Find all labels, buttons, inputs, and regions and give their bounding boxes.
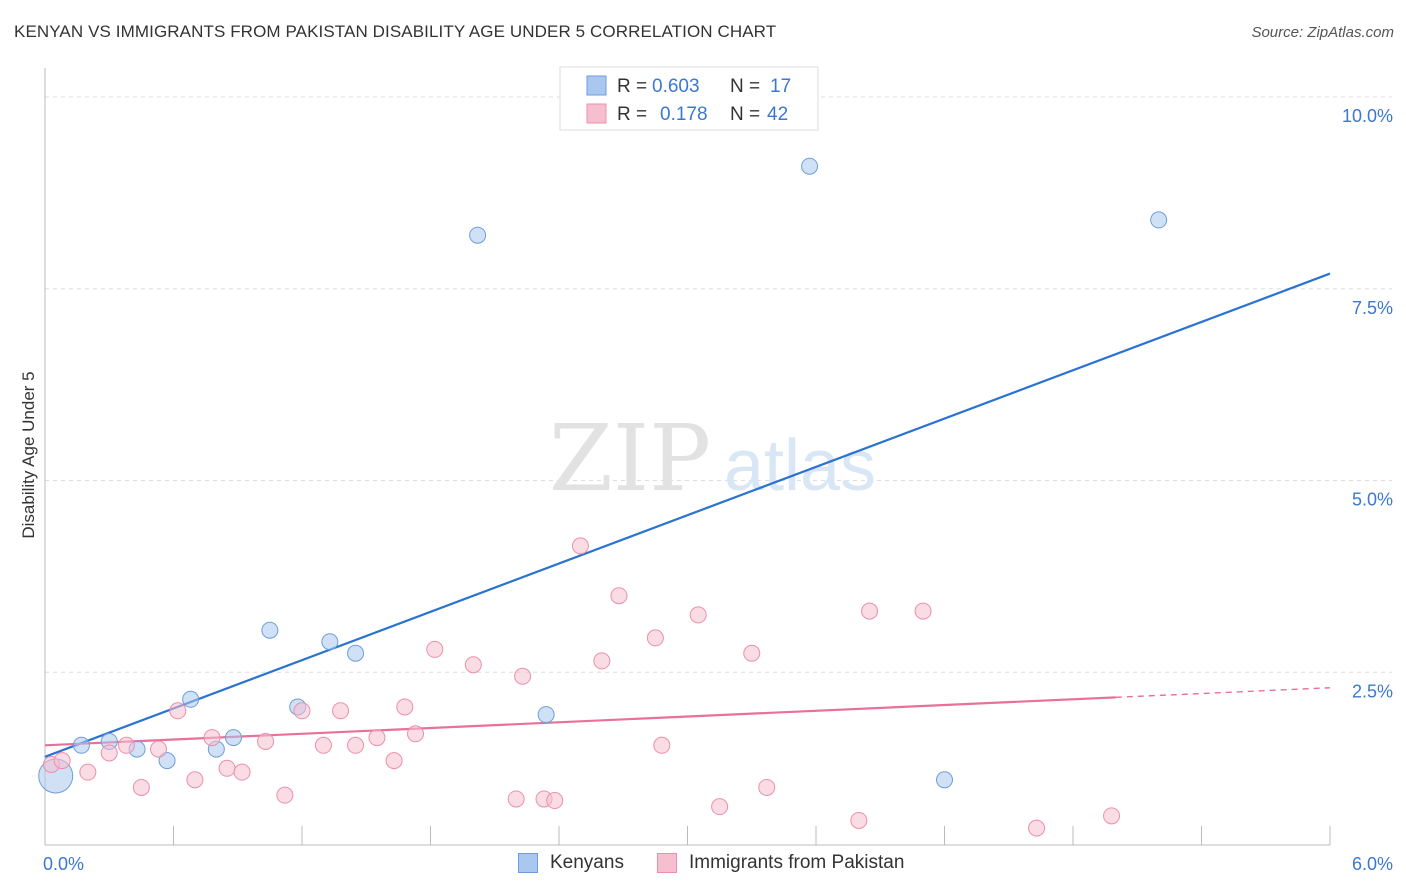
data-point: [514, 667, 532, 685]
trend-line-extension: [1115, 687, 1331, 699]
data-point: [593, 652, 611, 670]
y-tick-label: 10.0%: [1342, 106, 1393, 126]
data-point: [182, 690, 200, 708]
legend-top: R = 0.603 N = 17 R = 0.178 N = 42: [559, 66, 819, 131]
data-point: [79, 763, 97, 781]
data-point: [936, 771, 953, 789]
legend-r-label: R =: [617, 104, 647, 125]
data-point: [1150, 211, 1168, 229]
data-point: [218, 759, 236, 777]
x-tick-label: 6.0%: [1352, 854, 1393, 874]
y-tick-label: 7.5%: [1352, 298, 1393, 318]
data-point: [314, 736, 332, 754]
data-point: [850, 811, 868, 829]
data-point: [711, 798, 729, 816]
grid-lines: [45, 96, 1392, 673]
data-point: [610, 587, 628, 605]
watermark: ZIP atlas: [549, 405, 876, 512]
data-point: [332, 702, 350, 720]
data-point: [464, 656, 482, 674]
data-point: [347, 736, 365, 754]
trend-line: [44, 696, 1116, 747]
trend-line: [44, 272, 1331, 758]
data-point: [571, 537, 589, 555]
data-point: [653, 736, 671, 754]
axes: [44, 68, 1331, 846]
data-points: [38, 157, 1168, 837]
legend-swatch-pink: [657, 853, 677, 873]
legend-label: Immigrants from Pakistan: [689, 852, 905, 873]
data-point: [368, 729, 386, 747]
data-point: [186, 771, 204, 789]
data-point: [132, 778, 150, 796]
data-point: [469, 226, 487, 244]
legend-item-pakistan[interactable]: Immigrants from Pakistan: [657, 852, 904, 874]
data-point: [546, 792, 564, 810]
legend-n-value: 42: [767, 104, 788, 125]
legend-r-label: R =: [617, 76, 647, 97]
data-point: [646, 629, 664, 647]
chart-title: KENYAN VS IMMIGRANTS FROM PAKISTAN DISAB…: [14, 22, 777, 41]
x-tick-label: 0.0%: [43, 854, 84, 874]
legend-swatch-blue: [586, 75, 607, 96]
data-point: [203, 729, 221, 747]
data-point: [347, 644, 365, 662]
data-point: [53, 752, 71, 770]
legend-r-value: 0.603: [652, 76, 700, 97]
data-point: [743, 644, 761, 662]
data-point: [150, 740, 168, 758]
y-tick-label: 5.0%: [1352, 490, 1393, 510]
legend-swatch-blue: [518, 853, 538, 873]
data-point: [261, 621, 279, 639]
data-point: [100, 744, 118, 762]
data-point: [72, 736, 90, 754]
legend-swatch-pink: [586, 103, 607, 124]
y-tick-label: 2.5%: [1352, 681, 1393, 701]
legend-bottom: Kenyans Immigrants from Pakistan: [0, 850, 1406, 880]
data-point: [407, 725, 425, 743]
legend-n-label: N =: [730, 76, 760, 97]
legend-n-label: N =: [730, 104, 760, 125]
data-point: [396, 698, 414, 716]
data-point: [1103, 807, 1121, 825]
data-point: [861, 602, 879, 620]
data-point: [276, 786, 294, 804]
data-point: [257, 732, 275, 750]
data-point: [293, 702, 311, 720]
trend-lines: [44, 272, 1331, 758]
data-point: [233, 763, 251, 781]
data-point: [426, 640, 444, 658]
data-point: [758, 778, 776, 796]
data-point: [117, 736, 135, 754]
data-point: [689, 606, 707, 624]
data-point: [158, 752, 176, 770]
source-label: Source: ZipAtlas.com: [1251, 24, 1394, 41]
y-axis-label: Disability Age Under 5: [19, 371, 38, 538]
data-point: [914, 602, 932, 620]
legend-r-value: 0.178: [660, 104, 708, 125]
data-point: [224, 729, 242, 747]
data-point: [385, 752, 403, 770]
y-tick-labels: 2.5% 5.0% 7.5% 10.0%: [1342, 106, 1393, 701]
legend-n-value: 17: [770, 76, 791, 97]
data-point: [321, 633, 339, 651]
legend-label: Kenyans: [550, 852, 624, 873]
data-point: [169, 702, 187, 720]
legend-item-kenyans[interactable]: Kenyans: [518, 852, 624, 874]
data-point: [537, 706, 555, 724]
x-tick-labels: 0.0% 6.0%: [43, 854, 1393, 874]
data-point: [507, 790, 525, 808]
data-point: [1028, 819, 1046, 837]
data-point: [801, 157, 819, 175]
watermark-zip: ZIP: [549, 405, 711, 512]
